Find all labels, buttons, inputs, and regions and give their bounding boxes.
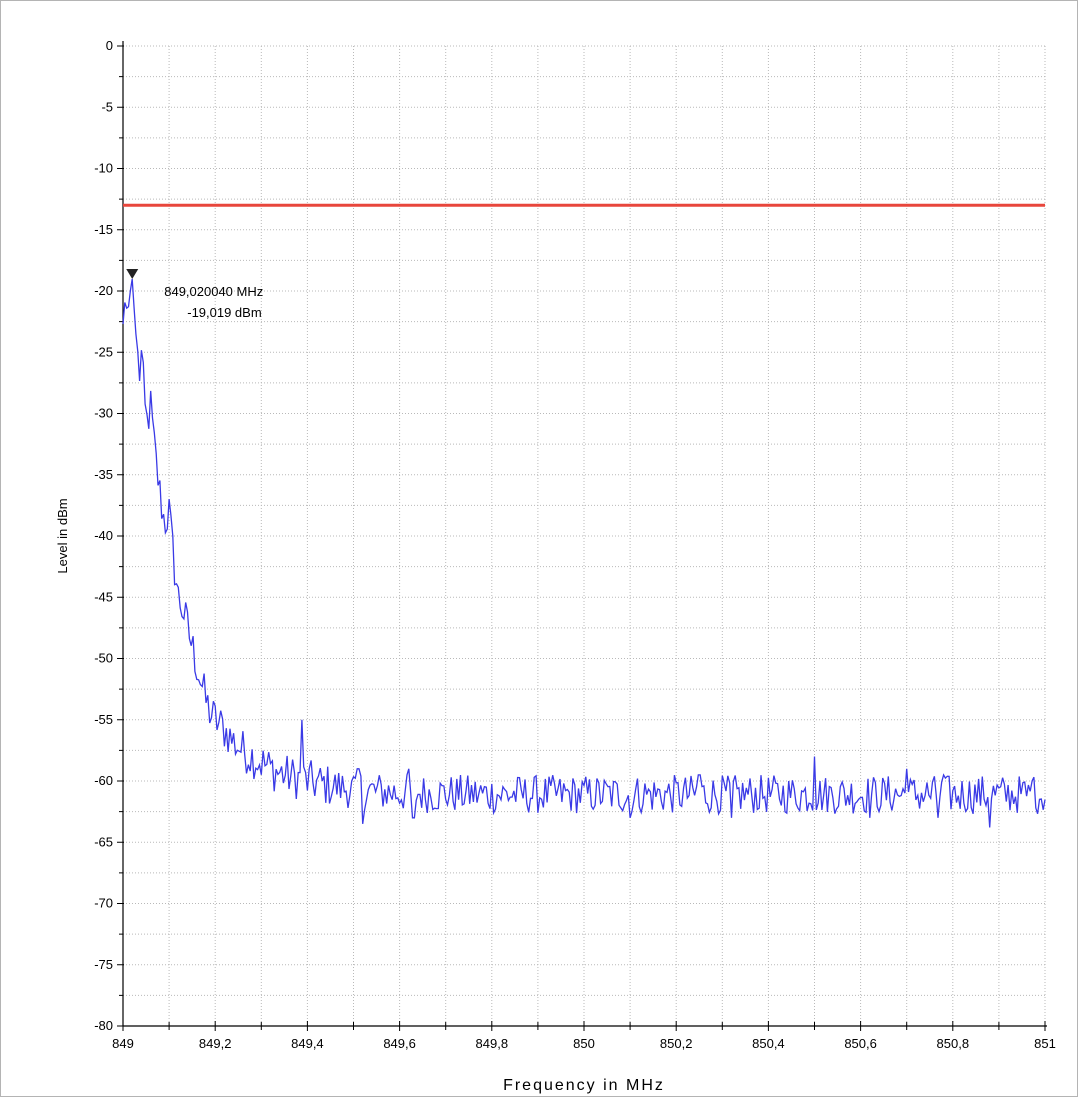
y-tick-label: -65 [94, 834, 113, 849]
y-tick-label: -35 [94, 467, 113, 482]
marker-level-label: -19,019 dBm [187, 305, 261, 320]
x-tick-label: 850,4 [752, 1036, 785, 1051]
y-tick-label: -50 [94, 651, 113, 666]
x-tick-label: 850 [573, 1036, 595, 1051]
y-tick-label: -55 [94, 712, 113, 727]
y-axis-title: Level in dBm [55, 498, 70, 573]
x-tick-label: 849,2 [199, 1036, 232, 1051]
x-tick-label: 849,4 [291, 1036, 324, 1051]
y-tick-label: -70 [94, 896, 113, 911]
y-tick-label: -40 [94, 528, 113, 543]
y-tick-label: -20 [94, 283, 113, 298]
x-axis-ticks: 849 849,2 849,4 849,6 849,8 850 850,2 850,4 850,… [112, 1021, 1056, 1051]
y-tick-label: -30 [94, 406, 113, 421]
y-tick-label: -45 [94, 589, 113, 604]
peak-marker: 849,020040 MHz -19,019 dBm [126, 268, 263, 320]
x-tick-label: 850,8 [937, 1036, 970, 1051]
marker-frequency-label: 849,020040 MHz [164, 284, 263, 299]
y-tick-label: -15 [94, 222, 113, 237]
grid [122, 45, 1046, 1027]
axes [122, 41, 1047, 1027]
y-tick-label: -25 [94, 344, 113, 359]
x-tick-label: 849 [112, 1036, 134, 1051]
x-tick-label: 850,2 [660, 1036, 693, 1051]
x-tick-label: 850,6 [844, 1036, 877, 1051]
y-tick-label: -5 [101, 99, 113, 114]
y-axis-ticks: 0 -5 -10 -15 -20 -25 -30 -35 -40 -45 -50 -55 -60 -65 -… [94, 38, 124, 1033]
spectrum-trace [122, 278, 1046, 828]
y-tick-label: -75 [94, 957, 113, 972]
y-tick-label: -80 [94, 1018, 113, 1033]
y-tick-label: -10 [94, 161, 113, 176]
y-tick-label: -60 [94, 773, 113, 788]
x-tick-label: 849,6 [383, 1036, 416, 1051]
x-tick-label: 849,8 [476, 1036, 509, 1051]
x-axis-title: Frequency in MHz [503, 1077, 665, 1094]
y-tick-label: 0 [106, 38, 113, 53]
x-tick-label: 851 [1034, 1036, 1056, 1051]
marker-triangle-icon [126, 268, 139, 279]
